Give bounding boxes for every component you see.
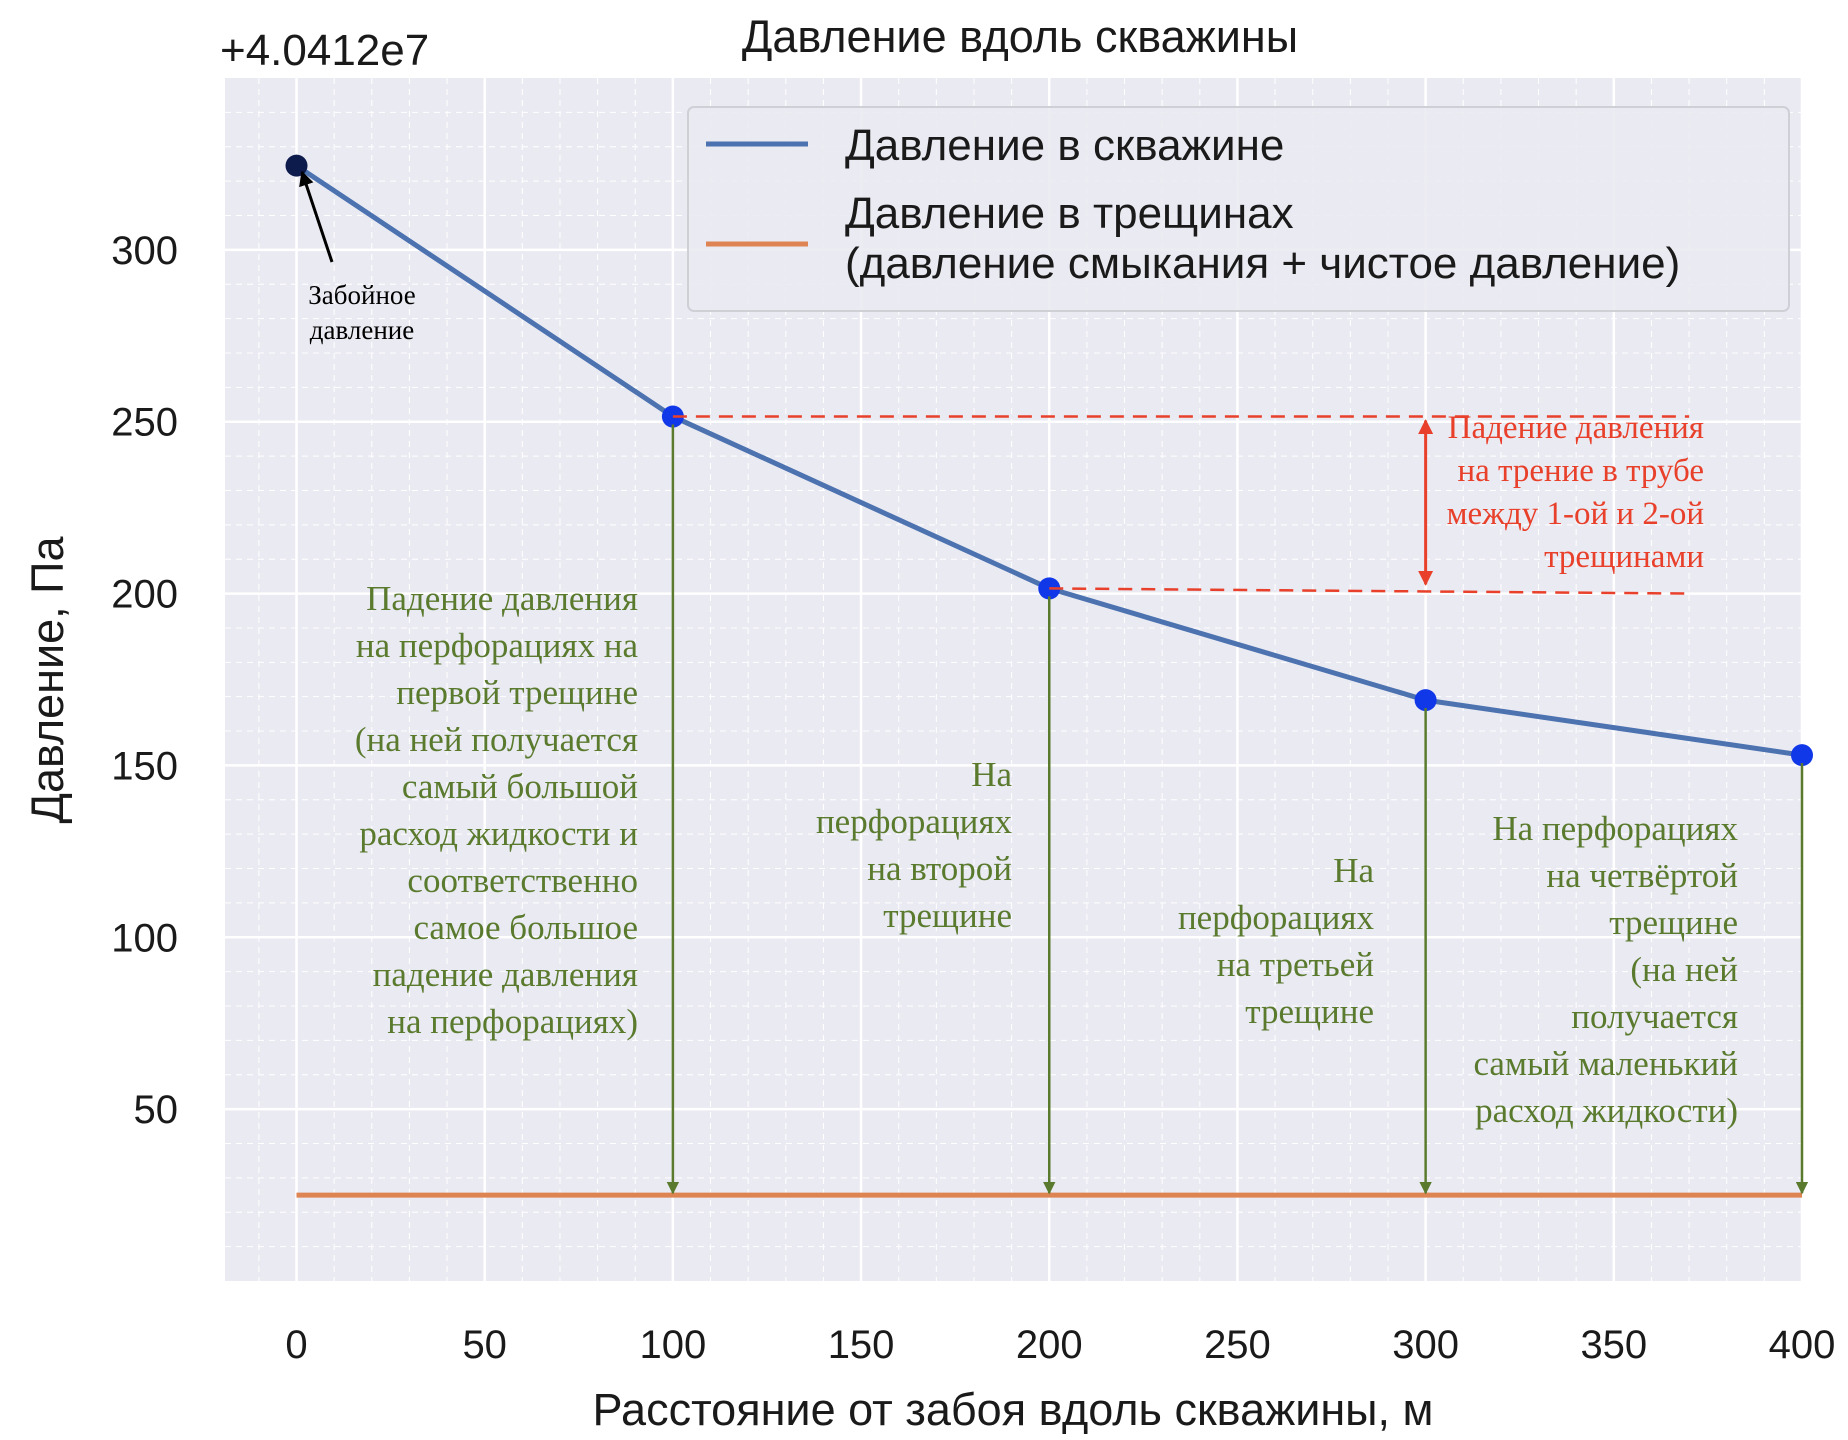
legend-label-fractures: Давление в трещинах (давление смыкания + … xyxy=(845,189,1680,288)
chart-title: Давление вдоль скважины xyxy=(742,11,1298,62)
annotation-layer: Забойное давление Падение давления на трени… xyxy=(299,170,1809,1195)
y-axis-label: Давление, Па xyxy=(22,536,73,824)
perforation-annotation: На перфорациях на второй трещине xyxy=(816,755,1013,935)
bottomhole-arrow xyxy=(299,170,334,263)
x-tick-label: 50 xyxy=(462,1323,507,1367)
y-tick-label: 300 xyxy=(111,229,178,273)
x-tick-label: 250 xyxy=(1204,1323,1271,1367)
y-tick-label: 50 xyxy=(134,1088,179,1132)
x-tick-label: 200 xyxy=(1016,1323,1083,1367)
tick-labels: 0 50 100 150 200 250 300 350 400 50 100 150 200 250 30… xyxy=(111,229,1835,1367)
friction-annotation: Падение давления на трение в трубе между 1… xyxy=(1447,410,1704,575)
x-tick-label: 100 xyxy=(640,1323,707,1367)
bottomhole-annotation: Забойное давление xyxy=(308,280,415,345)
x-tick-label: 400 xyxy=(1769,1323,1836,1367)
x-tick-label: 300 xyxy=(1392,1323,1459,1367)
y-tick-label: 200 xyxy=(111,573,178,617)
y-tick-label: 150 xyxy=(111,744,178,788)
borehole-pressure-point xyxy=(1791,744,1813,767)
perforation-annotation: На перфорациях на четвёртой трещине (на ней… xyxy=(1473,809,1738,1130)
x-axis-label: Расстояние от забоя вдоль скважины, м xyxy=(593,1384,1434,1435)
x-tick-label: 350 xyxy=(1580,1323,1647,1367)
x-tick-label: 150 xyxy=(828,1323,895,1367)
borehole-pressure-point xyxy=(285,154,308,177)
friction-ref-line-lower xyxy=(1049,587,1690,595)
y-tick-label: 250 xyxy=(111,401,178,445)
y-tick-label: 100 xyxy=(111,916,178,960)
legend: Давление в скважине Давление в трещинах(… xyxy=(687,106,1790,312)
perforation-annotation: На перфорациях на третьей трещине xyxy=(1178,851,1375,1031)
perforation-annotation: Падение давления на перфорациях на первой … xyxy=(355,579,639,1041)
y-offset-label: +4.0412e7 xyxy=(220,26,429,75)
legend-box xyxy=(687,106,1790,312)
x-tick-label: 0 xyxy=(285,1323,307,1367)
borehole-pressure-point xyxy=(1414,689,1437,712)
legend-label-borehole: Давление в скважине xyxy=(845,121,1284,170)
